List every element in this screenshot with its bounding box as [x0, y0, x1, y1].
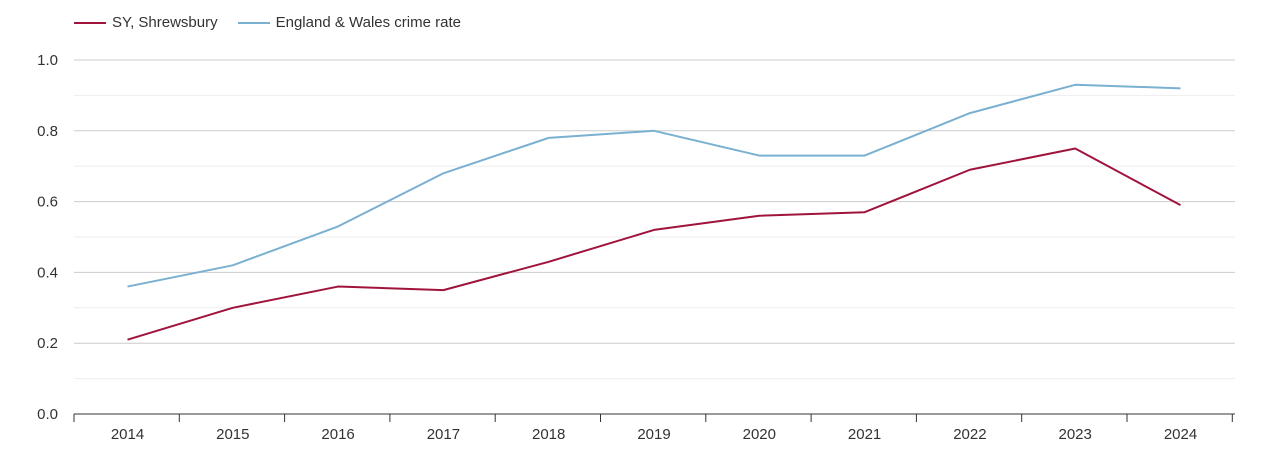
y-tick-label: 0.0 — [37, 406, 58, 423]
x-tick-label: 2017 — [427, 426, 460, 443]
x-tick-label: 2016 — [321, 426, 354, 443]
y-tick-label: 0.4 — [37, 264, 58, 281]
x-tick-label: 2024 — [1164, 426, 1197, 443]
legend-item-england-wales[interactable]: England & Wales crime rate — [237, 14, 461, 31]
legend-label-england-wales: England & Wales crime rate — [275, 14, 461, 31]
x-tick-label: 2020 — [743, 426, 776, 443]
x-tick-label: 2015 — [216, 426, 249, 443]
x-tick-label: 2018 — [532, 426, 565, 443]
x-tick-label: 2014 — [111, 426, 144, 443]
legend-swatch-shrewsbury — [74, 21, 106, 24]
chart-legend: SY, Shrewsbury England & Wales crime rat… — [74, 14, 481, 31]
legend-swatch-england-wales — [237, 21, 270, 24]
y-tick-label: 0.8 — [37, 123, 58, 140]
x-tick-label: 2021 — [848, 426, 881, 443]
x-tick-label: 2019 — [637, 426, 670, 443]
y-tick-label: 1.0 — [37, 52, 58, 69]
x-tick-label: 2022 — [953, 426, 986, 443]
series-line-england-wales-crime-rate — [127, 83, 1181, 288]
legend-item-shrewsbury[interactable]: SY, Shrewsbury — [74, 14, 218, 31]
series-line-sy-shrewsbury — [127, 147, 1181, 341]
y-tick-label: 0.2 — [37, 335, 58, 352]
x-tick-label: 2023 — [1059, 426, 1092, 443]
y-tick-label: 0.6 — [37, 194, 58, 211]
legend-label-shrewsbury: SY, Shrewsbury — [112, 14, 218, 31]
